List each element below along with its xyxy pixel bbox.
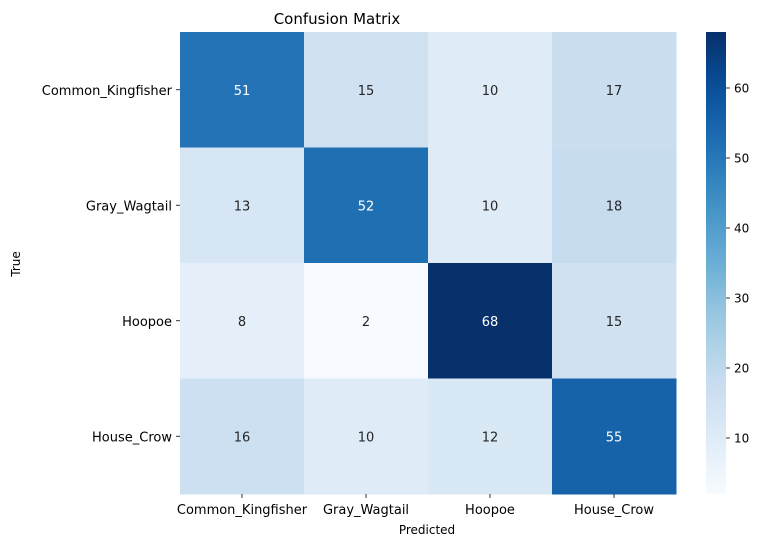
y-axis-label: True [9, 251, 23, 278]
cell-value-label: 8 [238, 315, 246, 330]
x-axis-label: Predicted [399, 523, 455, 537]
colorbar-tick-label: 60 [734, 82, 749, 96]
heatmap-cells: 51 15 10 17 13 52 10 18 8 2 68 15 16 10 12 55 [180, 32, 677, 495]
x-tick-label: Hoopoe [465, 503, 515, 518]
cell-value-label: 18 [606, 199, 623, 214]
heatmap-cell [428, 378, 553, 495]
colorbar-tick-label: 40 [734, 222, 749, 236]
heatmap-cell [552, 147, 677, 264]
x-axis-ticks: Common_Kingfisher Gray_Wagtail Hoopoe House… [177, 494, 654, 518]
y-axis-ticks: Common_Kingfisher Gray_Wagtail Hoopoe House… [42, 84, 180, 445]
cell-value-label: 2 [362, 315, 370, 330]
chart-title: Confusion Matrix [274, 10, 401, 28]
heatmap-cell [552, 32, 677, 148]
cell-value-label: 51 [234, 84, 251, 99]
heatmap-cell [304, 378, 429, 495]
heatmap-cell [428, 32, 553, 148]
cell-value-label: 17 [606, 84, 623, 99]
heatmap-cell [428, 263, 553, 379]
y-tick-label: Hoopoe [122, 315, 172, 330]
heatmap-cell [304, 32, 429, 148]
cell-value-label: 55 [606, 430, 623, 445]
cell-value-label: 10 [482, 84, 499, 99]
heatmap-cell [180, 32, 305, 148]
y-tick-label: Common_Kingfisher [42, 84, 173, 99]
colorbar-tick-label: 50 [734, 152, 749, 166]
heatmap-cell [428, 147, 553, 264]
cell-value-label: 15 [358, 84, 375, 99]
cell-value-label: 12 [482, 430, 499, 445]
heatmap-cell [180, 263, 305, 379]
heatmap-cell [304, 147, 429, 264]
cell-value-label: 15 [606, 315, 623, 330]
heatmap-cell [180, 378, 305, 495]
colorbar-gradient [706, 32, 726, 494]
cell-value-label: 10 [358, 430, 375, 445]
colorbar-tick-label: 20 [734, 362, 749, 376]
x-tick-label: Gray_Wagtail [323, 503, 409, 518]
x-tick-label: Common_Kingfisher [177, 503, 308, 518]
cell-value-label: 10 [482, 199, 499, 214]
heatmap-cell [180, 147, 305, 264]
cell-value-label: 16 [234, 430, 251, 445]
colorbar-tick-label: 30 [734, 292, 749, 306]
x-tick-label: House_Crow [574, 503, 654, 518]
heatmap-cell [552, 378, 677, 495]
y-tick-label: House_Crow [92, 430, 172, 445]
cell-value-label: 68 [482, 315, 499, 330]
heatmap-cell [552, 263, 677, 379]
colorbar: 10 20 30 40 50 60 [706, 32, 749, 494]
cell-value-label: 52 [358, 199, 375, 214]
cell-value-label: 13 [234, 199, 251, 214]
heatmap-cell [304, 263, 429, 379]
colorbar-tick-label: 10 [734, 432, 749, 446]
y-tick-label: Gray_Wagtail [86, 199, 172, 214]
